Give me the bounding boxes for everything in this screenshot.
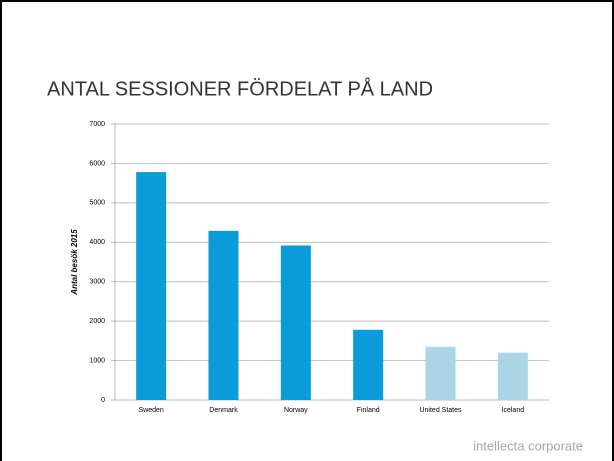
x-tick-label: Denmark xyxy=(209,407,238,414)
x-tick-label: Finland xyxy=(357,407,380,414)
bar xyxy=(136,172,167,400)
y-axis-label: Antal besök 2015 xyxy=(70,229,79,296)
y-tick-label: 3000 xyxy=(89,279,105,286)
bar xyxy=(208,230,239,400)
bar xyxy=(497,352,528,400)
bar xyxy=(425,346,456,400)
x-tick-label: Norway xyxy=(284,407,308,414)
y-tick-label: 1000 xyxy=(89,357,105,364)
y-tick-label: 4000 xyxy=(89,239,105,246)
footer-brand: intellecta corporate xyxy=(473,438,583,453)
bar xyxy=(353,329,384,400)
y-tick-label: 7000 xyxy=(89,121,105,128)
y-tick-label: 6000 xyxy=(89,160,105,167)
x-tick-label: Sweden xyxy=(139,407,164,414)
y-tick-label: 5000 xyxy=(89,200,105,207)
y-tick-label: 2000 xyxy=(89,318,105,325)
y-tick-label: 0 xyxy=(101,397,105,404)
slide-title: ANTAL SESSIONER FÖRDELAT PÅ LAND xyxy=(47,77,433,100)
bar xyxy=(280,245,311,400)
x-tick-label: United States xyxy=(419,407,462,414)
x-tick-label: Iceland xyxy=(502,407,525,414)
